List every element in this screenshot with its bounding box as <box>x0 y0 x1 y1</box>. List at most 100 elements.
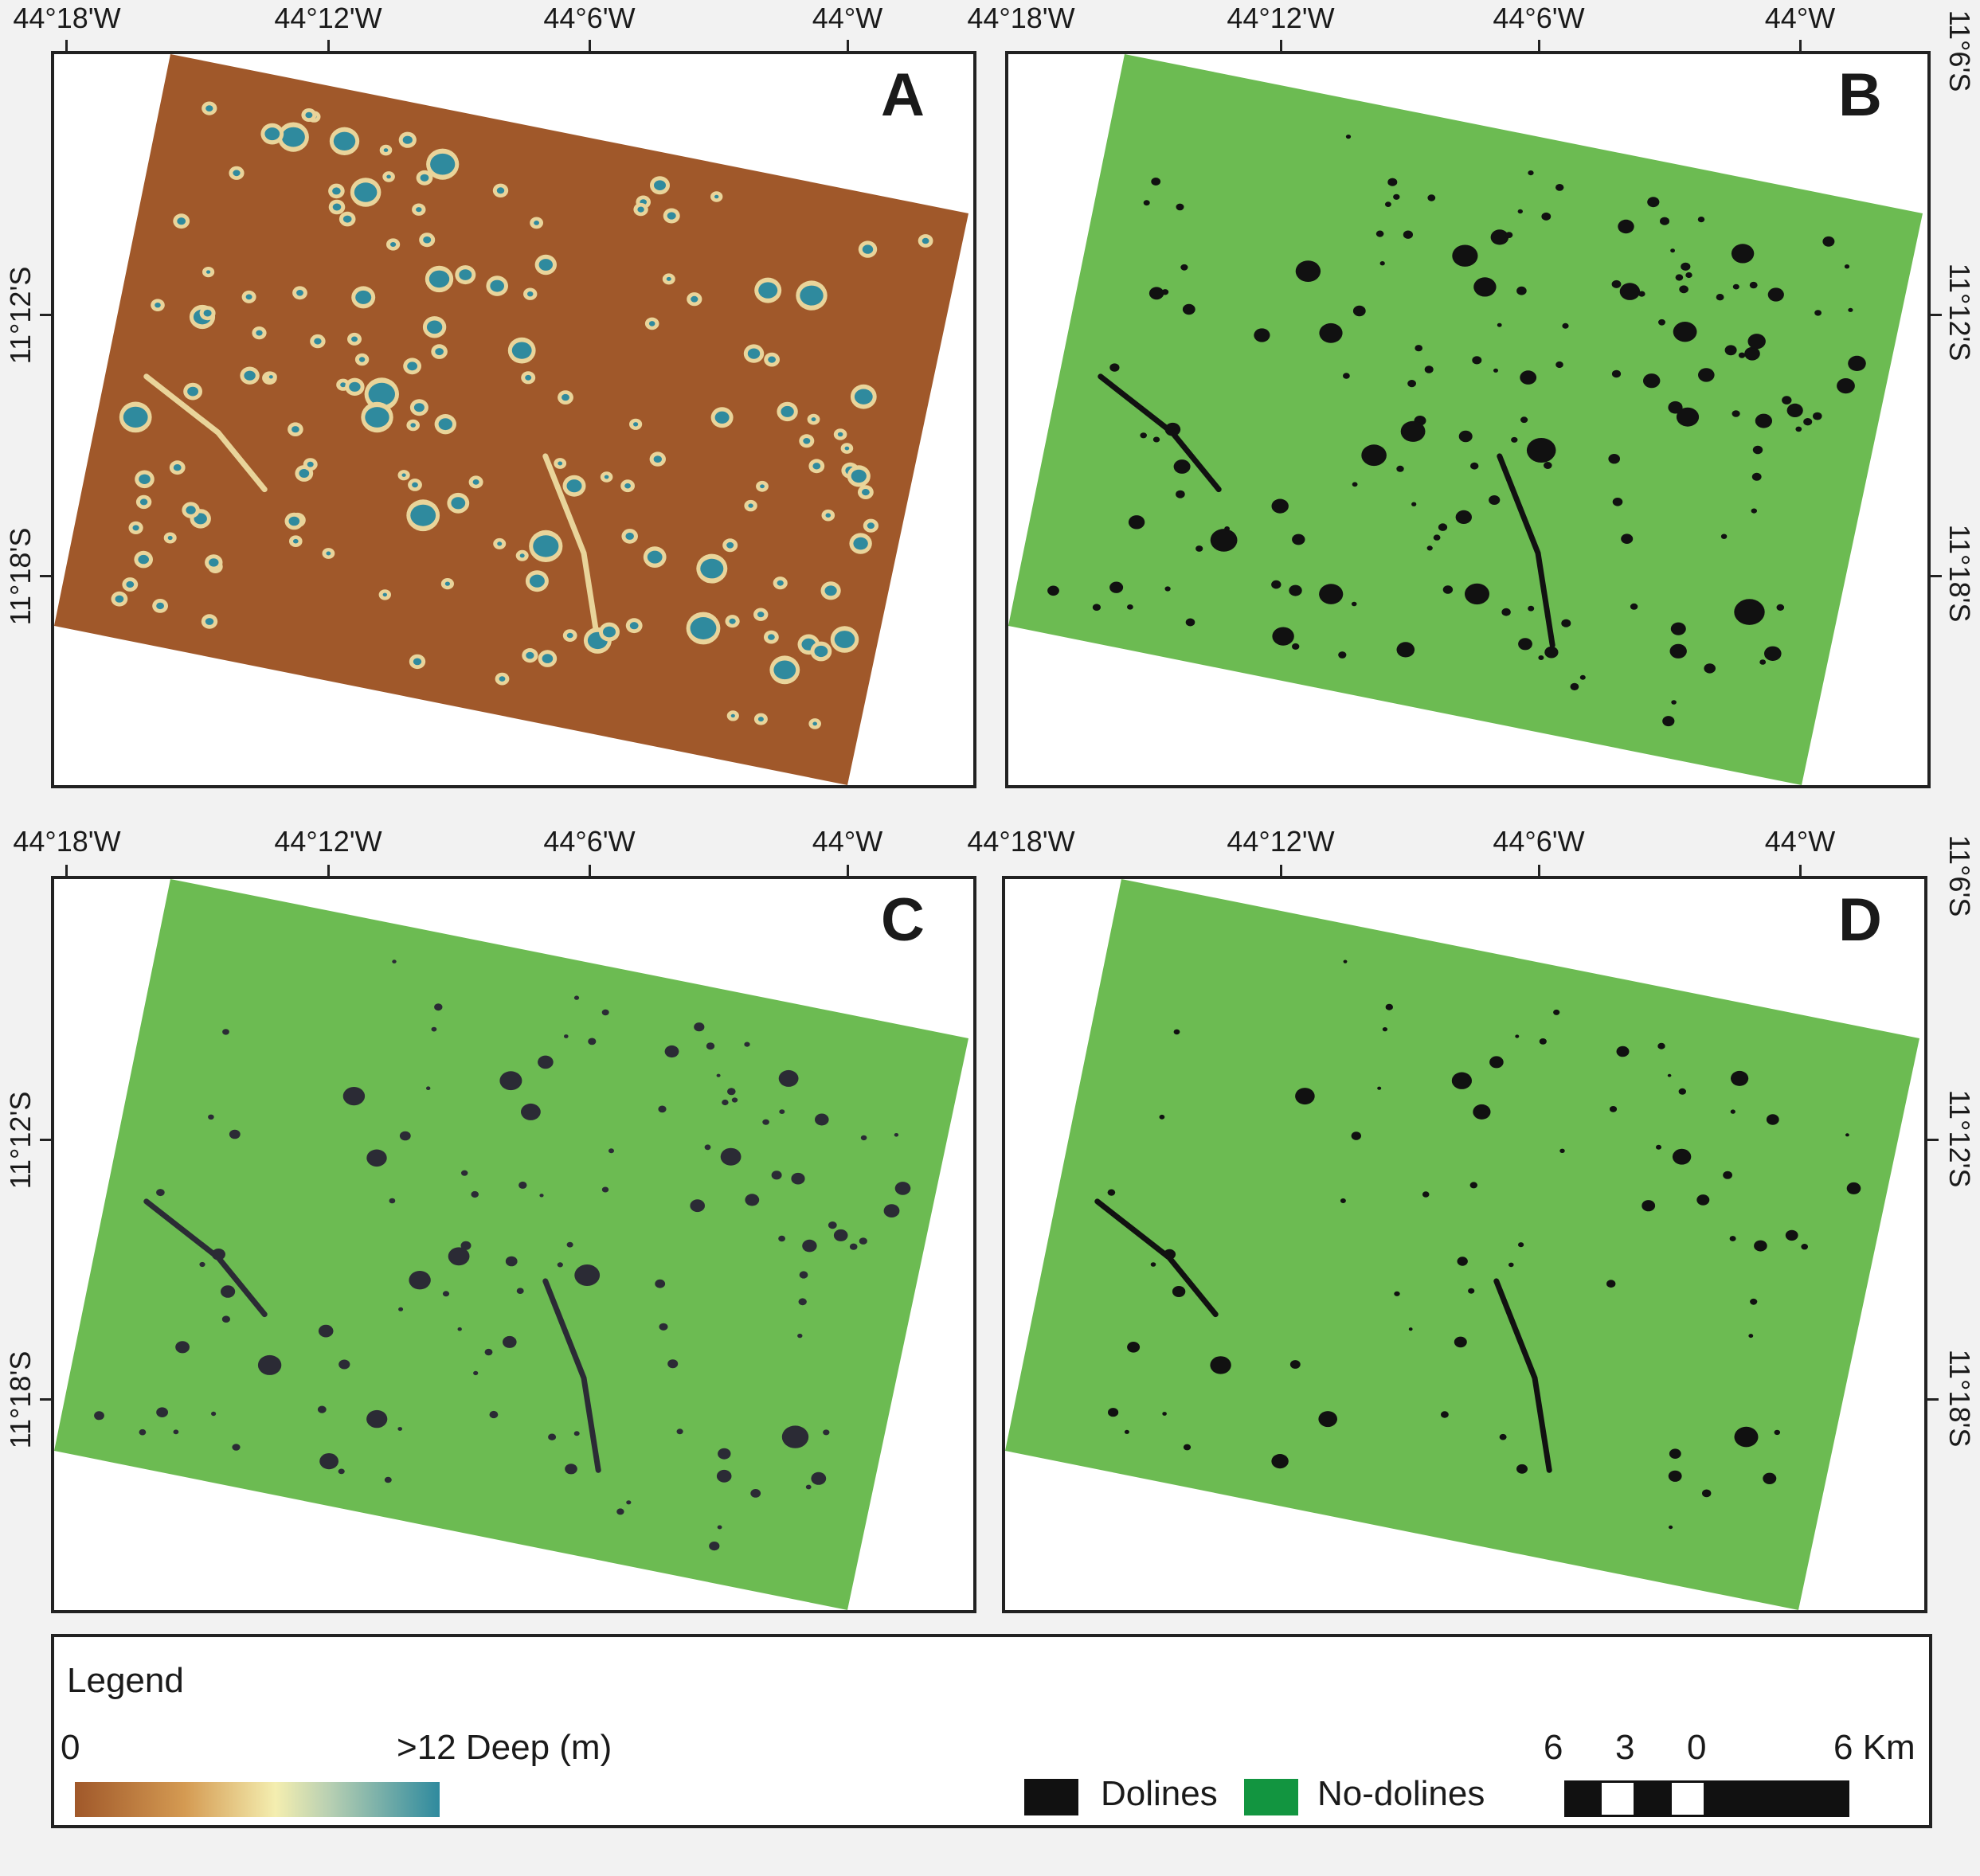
axis-tick <box>40 1139 51 1141</box>
depression-spot <box>413 403 425 412</box>
depression-spot <box>604 475 609 479</box>
doline-spot <box>1338 651 1347 659</box>
doline-spot <box>1289 1360 1301 1369</box>
lat-label: 11°18'S <box>1943 524 1976 623</box>
doline-spot <box>1271 1454 1289 1469</box>
drainage-line <box>1497 453 1555 648</box>
doline-spot <box>1621 533 1634 544</box>
depression-spot <box>690 617 717 639</box>
doline-spot <box>139 1428 147 1436</box>
doline-spot <box>1723 1171 1732 1179</box>
doline-spot <box>1408 1327 1413 1331</box>
doline-spot <box>1611 369 1622 378</box>
depression-spot <box>382 592 387 597</box>
doline-spot <box>1092 604 1101 611</box>
lon-label: 44°18'W <box>13 2 121 34</box>
doline-spot <box>499 1071 522 1091</box>
doline-spot <box>232 1444 241 1451</box>
depression-spot <box>781 405 794 417</box>
lon-label: 44°W <box>812 825 883 858</box>
doline-spot <box>1396 642 1415 658</box>
doline-spot <box>1656 1144 1661 1150</box>
lon-label: 44°W <box>812 2 883 34</box>
depression-spot <box>667 212 676 220</box>
doline-spot <box>434 1003 443 1011</box>
doline-spot <box>1731 244 1755 264</box>
doline-spot <box>1176 203 1184 211</box>
doline-spot <box>1846 1182 1861 1194</box>
panel-label-b: B <box>1838 61 1882 129</box>
doline-spot <box>1469 1182 1477 1189</box>
doline-spot <box>505 1256 518 1267</box>
doline-spot <box>658 1105 667 1113</box>
doline-spot <box>1433 534 1441 541</box>
doline-spot <box>1173 459 1191 474</box>
doline-spot <box>750 1489 761 1498</box>
depression-spot <box>533 535 559 557</box>
doline-spot <box>1751 472 1762 481</box>
doline-spot <box>1152 436 1160 443</box>
depression-spot <box>768 634 775 640</box>
depression-spot <box>748 503 753 508</box>
lat-label: 11°18'S <box>4 527 37 626</box>
doline-spot <box>1638 291 1645 297</box>
doline-spot <box>211 1249 225 1260</box>
doline-spot <box>1673 322 1697 342</box>
doline-spot <box>548 1433 557 1440</box>
doline-spot <box>1289 584 1302 596</box>
lon-label: 44°6'W <box>1493 2 1585 34</box>
lon-label: 44°W <box>1764 825 1836 858</box>
doline-spot <box>1468 1288 1475 1294</box>
depression-spot <box>730 713 735 718</box>
doline-spot <box>1394 1291 1400 1296</box>
doline-spot <box>1403 230 1413 239</box>
doline-spot <box>156 1407 169 1417</box>
doline-spot <box>503 1335 517 1348</box>
doline-spot <box>1814 310 1822 316</box>
depression-spot <box>803 438 811 444</box>
depression-spot <box>534 221 539 225</box>
doline-spot <box>221 1315 230 1323</box>
depression-spot <box>349 381 361 392</box>
doline-spot <box>1618 219 1634 234</box>
depression-spot <box>167 535 173 541</box>
depression-spot <box>412 482 418 488</box>
axis-tick <box>589 865 591 876</box>
doline-spot <box>426 1086 431 1090</box>
axis-tick <box>1280 40 1282 51</box>
depression-spot <box>654 180 666 190</box>
doline-spot <box>1681 262 1691 271</box>
depression-spot <box>647 550 663 564</box>
depression-spot <box>407 362 417 371</box>
doline-spot <box>516 1288 524 1294</box>
doline-spot <box>1489 495 1501 505</box>
depression-spot <box>525 374 532 381</box>
doline-spot <box>779 1109 785 1114</box>
doline-spot <box>1767 287 1784 302</box>
doline-spot <box>1396 465 1404 472</box>
doline-spot <box>1813 412 1822 420</box>
lon-label: 44°6'W <box>1493 825 1585 858</box>
depression-spot <box>288 516 300 526</box>
doline-spot <box>1319 322 1343 343</box>
map-raster-c <box>54 879 968 1610</box>
doline-spot <box>1352 305 1366 317</box>
doline-spot <box>1619 283 1641 300</box>
doline-spot <box>1795 426 1802 432</box>
depression-spot <box>633 422 639 427</box>
doline-spot <box>1411 502 1417 506</box>
doline-spot <box>1159 1114 1165 1120</box>
scalebar-segment <box>1669 1780 1706 1817</box>
doline-spot <box>1750 1298 1758 1305</box>
doline-spot <box>1611 279 1622 288</box>
doline-spot <box>1470 462 1479 470</box>
doline-spot <box>1343 373 1350 379</box>
depression-spot <box>203 309 212 317</box>
doline-spot <box>573 995 580 1000</box>
doline-spot <box>1499 1433 1507 1440</box>
doline-spot <box>718 1448 731 1460</box>
doline-spot <box>1109 581 1124 593</box>
doline-spot <box>1685 272 1692 279</box>
scene-area <box>1005 879 1919 1610</box>
doline-spot <box>573 1431 580 1436</box>
